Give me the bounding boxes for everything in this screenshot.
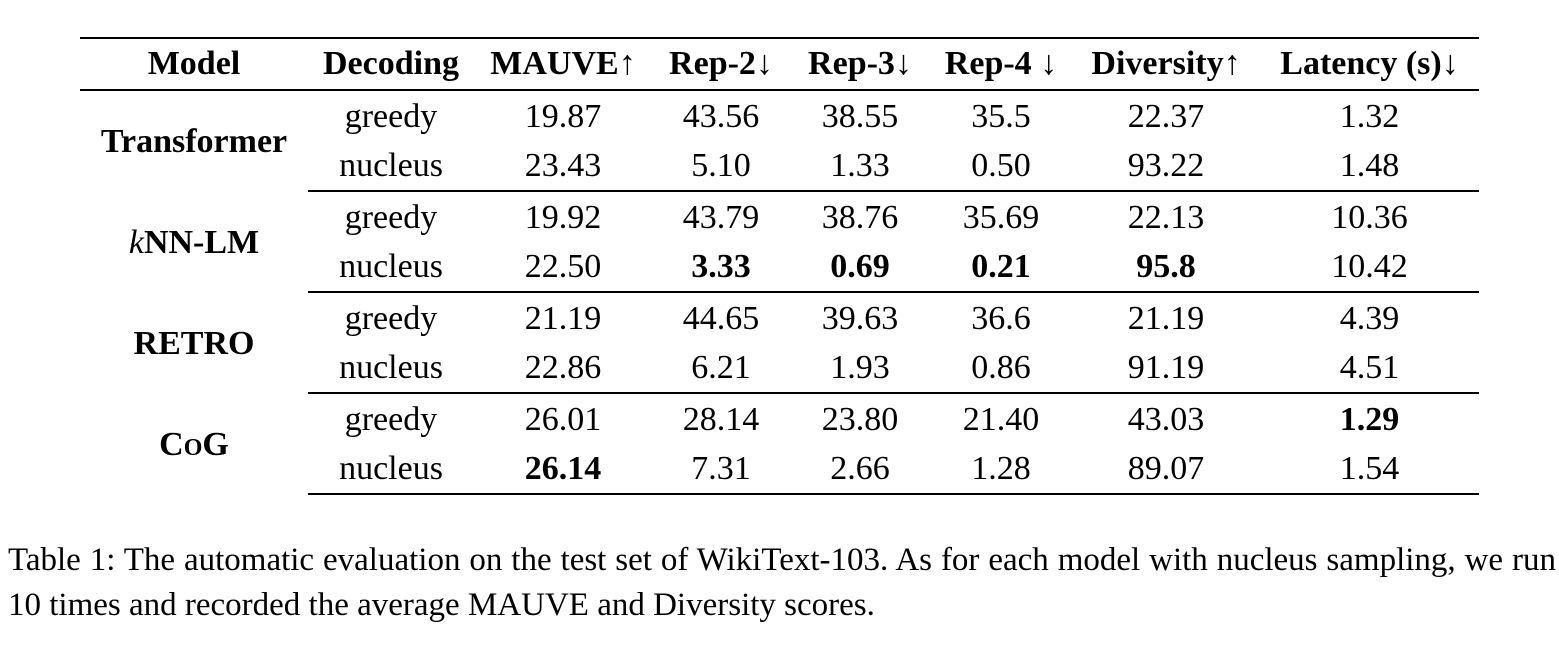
group-retro: RETRO greedy 21.19 44.65 39.63 36.6 21.1…: [80, 292, 1479, 394]
diversity-cell-best: 95.8: [1072, 242, 1260, 293]
header-decoding: Decoding: [308, 37, 474, 91]
table-row: nucleus 23.43 5.10 1.33 0.50 93.22 1.48: [80, 141, 1479, 192]
decoding-cell: nucleus: [308, 141, 474, 192]
rep2-cell: 43.79: [682, 199, 760, 236]
rep2-cell-best: 3.33: [652, 242, 790, 293]
results-table: Model Decoding MAUVE↑ Rep-2↓ Rep-3↓ Rep-…: [80, 37, 1479, 495]
rep4-cell-best: 0.21: [930, 242, 1072, 293]
decoding-cell: greedy: [344, 300, 438, 337]
latency-cell: 1.32: [1339, 98, 1400, 135]
header-rep2: Rep-2↓: [652, 37, 790, 91]
rep2-cell: 28.14: [682, 401, 760, 438]
table-caption: Table 1: The automatic evaluation on the…: [8, 542, 1556, 623]
mauve-cell: 19.87: [524, 98, 602, 135]
group-transformer: Transformer greedy 19.87 43.56 38.55 35.…: [80, 90, 1479, 192]
model-name: CoG: [159, 425, 229, 463]
header-mauve: MAUVE↑: [474, 37, 652, 91]
rep2-cell: 6.21: [652, 343, 790, 394]
header-row: Model Decoding MAUVE↑ Rep-2↓ Rep-3↓ Rep-…: [80, 37, 1479, 91]
latency-cell: 10.42: [1260, 242, 1479, 293]
decoding-cell: nucleus: [308, 444, 474, 495]
table-row: RETRO greedy 21.19 44.65 39.63 36.6 21.1…: [80, 292, 1479, 362]
decoding-cell: nucleus: [308, 242, 474, 293]
group-knn-lm: kNN-LM greedy 19.92 43.79 38.76 35.69 22…: [80, 191, 1479, 293]
model-name: Transformer: [100, 123, 288, 160]
header-diversity: Diversity↑: [1072, 37, 1260, 91]
latency-cell: 1.48: [1260, 141, 1479, 192]
rep4-cell: 35.69: [962, 199, 1040, 236]
table-row: nucleus 22.86 6.21 1.93 0.86 91.19 4.51: [80, 343, 1479, 394]
diversity-cell: 22.37: [1127, 98, 1205, 135]
rep4-cell: 0.86: [930, 343, 1072, 394]
latency-cell: 4.51: [1260, 343, 1479, 394]
mauve-cell: 22.86: [474, 343, 652, 394]
rep3-cell: 1.93: [790, 343, 930, 394]
rep2-cell: 44.65: [682, 300, 760, 337]
rep2-cell: 7.31: [652, 444, 790, 495]
model-name-main: NN-LM: [143, 223, 260, 261]
table-row: nucleus 26.14 7.31 2.66 1.28 89.07 1.54: [80, 444, 1479, 495]
mauve-cell: 21.19: [524, 300, 602, 337]
rep4-cell: 36.6: [971, 300, 1031, 337]
rep4-cell: 0.50: [930, 141, 1072, 192]
table-row: nucleus 22.50 3.33 0.69 0.21 95.8 10.42: [80, 242, 1479, 293]
rep3-cell: 1.33: [790, 141, 930, 192]
rep3-cell: 38.76: [821, 199, 899, 236]
header-model: Model: [80, 37, 308, 91]
header-rep4: Rep-4 ↓: [930, 37, 1072, 91]
header-rep3: Rep-3↓: [790, 37, 930, 91]
decoding-cell: greedy: [344, 199, 438, 236]
diversity-cell: 93.22: [1072, 141, 1260, 192]
group-cog: CoG greedy 26.01 28.14 23.80 21.40 43.03…: [80, 393, 1479, 495]
rep2-cell: 5.10: [652, 141, 790, 192]
rep4-cell: 35.5: [971, 98, 1031, 135]
diversity-cell: 43.03: [1127, 401, 1205, 438]
diversity-cell: 21.19: [1127, 300, 1205, 337]
diversity-cell: 91.19: [1072, 343, 1260, 394]
rep3-cell: 2.66: [790, 444, 930, 495]
model-name: RETRO: [133, 324, 255, 362]
diversity-cell: 89.07: [1072, 444, 1260, 495]
rep3-cell-best: 0.69: [790, 242, 930, 293]
model-name-prefix: k: [128, 223, 144, 261]
decoding-cell: greedy: [344, 98, 438, 135]
rep4-cell: 1.28: [930, 444, 1072, 495]
latency-cell-best: 1.29: [1339, 401, 1400, 438]
rep3-cell: 39.63: [821, 300, 899, 337]
rep4-cell: 21.40: [962, 401, 1040, 438]
diversity-cell: 22.13: [1127, 199, 1205, 236]
mauve-cell: 26.01: [524, 401, 602, 438]
decoding-cell: nucleus: [308, 343, 474, 394]
table-row: kNN-LM greedy 19.92 43.79 38.76 35.69 22…: [80, 191, 1479, 261]
latency-cell: 1.54: [1260, 444, 1479, 495]
model-name: kNN-LM: [80, 191, 308, 292]
latency-cell: 10.36: [1331, 199, 1408, 236]
mauve-cell-best: 26.14: [474, 444, 652, 495]
mauve-cell: 19.92: [524, 199, 602, 236]
rep2-cell: 43.56: [682, 98, 760, 135]
mauve-cell: 23.43: [474, 141, 652, 192]
header-latency: Latency (s)↓: [1260, 37, 1479, 91]
decoding-cell: greedy: [344, 401, 438, 438]
rep3-cell: 38.55: [821, 98, 899, 135]
latency-cell: 4.39: [1339, 300, 1400, 337]
table-row: Transformer greedy 19.87 43.56 38.55 35.…: [80, 90, 1479, 160]
rep3-cell: 23.80: [821, 401, 899, 438]
mauve-cell: 22.50: [474, 242, 652, 293]
table-row: CoG greedy 26.01 28.14 23.80 21.40 43.03…: [80, 393, 1479, 463]
